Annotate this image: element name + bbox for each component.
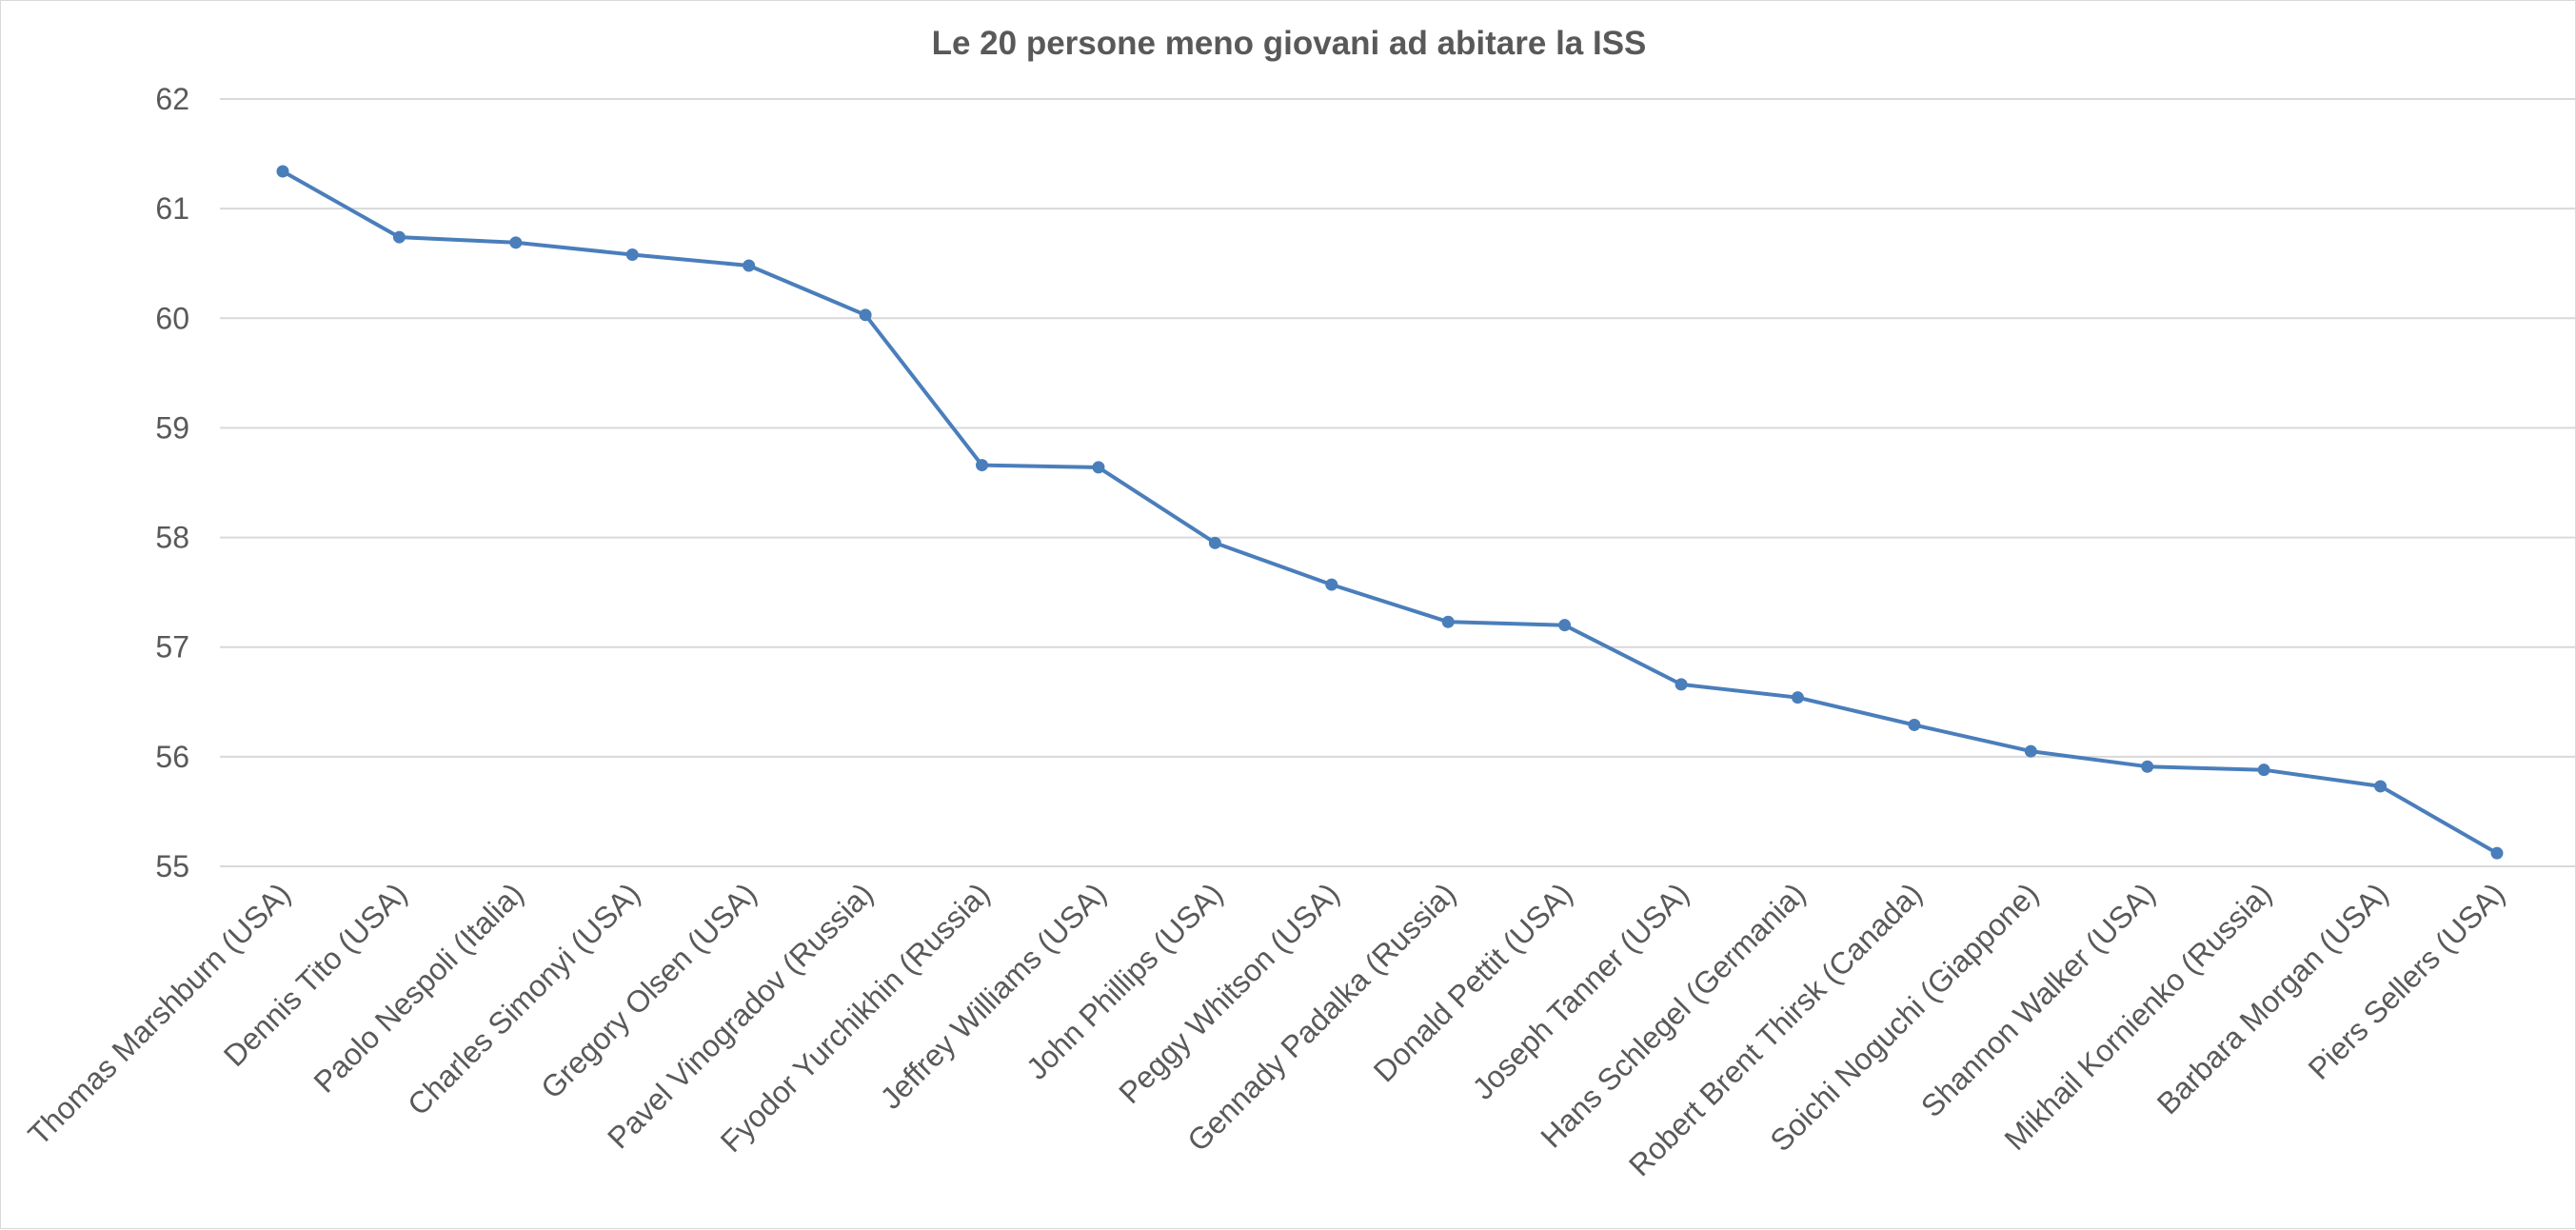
series-line — [282, 169, 2498, 855]
y-tick-label: 59 — [155, 410, 189, 445]
x-category-label: Joseph Tanner (USA) — [1466, 876, 1695, 1105]
data-point-marker — [1674, 678, 1688, 691]
data-point-marker — [1092, 461, 1105, 474]
x-category-label: Barbara Morgan (USA) — [2150, 876, 2395, 1121]
gridlines — [220, 98, 2575, 867]
y-tick-label: 62 — [155, 82, 189, 116]
y-axis-tick-labels: 55 56 57 58 59 60 61 62 — [155, 82, 189, 883]
chart-title: Le 20 persone meno giovani ad abitare la… — [932, 25, 1647, 62]
data-point-marker — [859, 308, 872, 322]
data-point-marker — [2141, 760, 2154, 773]
data-point-marker — [1441, 615, 1455, 628]
x-category-label: Jeffrey Williams (USA) — [874, 876, 1113, 1115]
data-point-marker — [2490, 846, 2504, 860]
x-category-label: Charles Simonyi (USA) — [401, 876, 646, 1121]
y-tick-label: 57 — [155, 630, 189, 665]
x-category-label: John Phillips (USA) — [1020, 876, 1229, 1085]
data-point-marker — [276, 165, 289, 178]
data-point-marker — [2257, 764, 2270, 777]
data-point-marker — [1208, 536, 1221, 549]
x-category-label: Gregory Olsen (USA) — [534, 876, 763, 1104]
x-axis-category-labels: Thomas Marshburn (USA)Dennis Tito (USA)P… — [21, 876, 2511, 1182]
data-point-marker — [743, 259, 756, 272]
data-point-marker — [2024, 744, 2037, 758]
y-tick-label: 56 — [155, 740, 189, 774]
data-point-marker — [1791, 691, 1804, 704]
x-category-label: Donald Pettit (USA) — [1367, 876, 1579, 1088]
series-layer — [276, 165, 2504, 860]
y-tick-label: 55 — [155, 849, 189, 883]
data-point-marker — [625, 248, 639, 262]
data-point-marker — [1325, 578, 1338, 591]
data-point-marker — [509, 236, 523, 249]
data-point-marker — [392, 230, 406, 244]
data-point-marker — [1558, 619, 1572, 632]
x-category-label: Shannon Walker (USA) — [1914, 876, 2162, 1123]
x-category-label: Peggy Whitson (USA) — [1112, 876, 1346, 1110]
x-category-label: Paolo Nespoli (Italia) — [307, 876, 530, 1099]
data-point-marker — [1908, 718, 1921, 731]
x-category-label: Piers Sellers (USA) — [2302, 876, 2511, 1085]
y-tick-label: 61 — [155, 191, 189, 226]
y-tick-label: 58 — [155, 521, 189, 555]
data-point-marker — [976, 459, 989, 472]
y-tick-label: 60 — [155, 301, 189, 335]
data-point-marker — [2374, 780, 2388, 793]
